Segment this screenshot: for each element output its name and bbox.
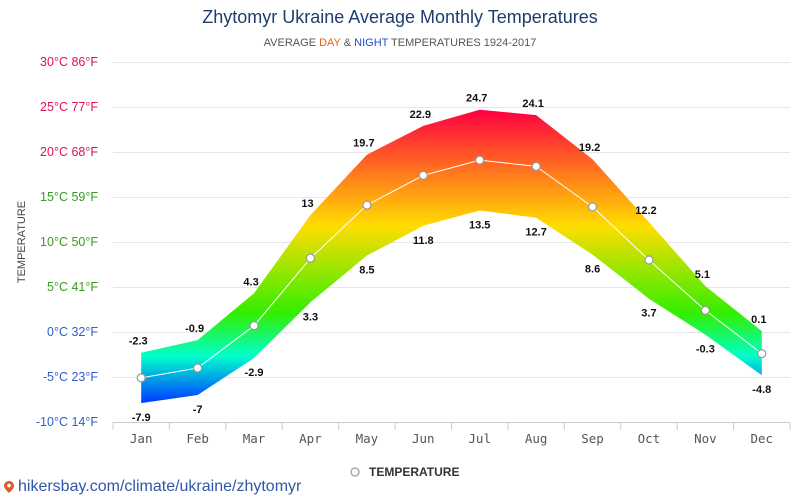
data-labels: -2.3 -0.9 4.3 13 19.7 22.9 24.7 24.1 19.2 12.2 5.1…: [129, 93, 772, 424]
x-tick-label: Nov: [694, 431, 717, 446]
night-value-label: -2.9: [245, 367, 264, 379]
source-link[interactable]: hikersbay.com/climate/ukraine/zhytomyr: [4, 478, 301, 496]
day-night-band: [141, 109, 762, 404]
x-tick-label: Mar: [243, 431, 266, 446]
x-tick-label: Feb: [186, 431, 209, 446]
temperature-point[interactable]: [305, 253, 316, 263]
map-pin-icon: [4, 481, 14, 493]
y-axis-label: TEMPERATURE: [16, 201, 28, 283]
legend-label: TEMPERATURE: [369, 465, 459, 479]
night-value-label: -7: [193, 404, 203, 416]
x-tick-label: Jul: [468, 431, 491, 446]
night-value-label: 3.7: [641, 308, 656, 320]
day-value-label: -2.3: [129, 336, 148, 348]
y-axis-ticks: 30°C 86°F 25°C 77°F 20°C 68°F 15°C 59°F 10°C…: [36, 55, 98, 429]
legend[interactable]: TEMPERATURE: [350, 465, 459, 479]
source-url: hikersbay.com/climate/ukraine/zhytomyr: [18, 478, 302, 495]
night-value-label: 8.5: [359, 265, 374, 277]
x-tick-label: Jun: [412, 431, 435, 446]
chart-title: Zhytomyr Ukraine Average Monthly Tempera…: [202, 7, 598, 27]
chart-subtitle: AVERAGE DAY & NIGHT TEMPERATURES 1924-20…: [264, 37, 537, 49]
x-tick-label: Jan: [130, 431, 153, 446]
night-value-label: 13.5: [469, 220, 490, 232]
subtitle-night: NIGHT: [354, 37, 389, 49]
subtitle-suffix: TEMPERATURES 1924-2017: [388, 37, 536, 49]
temperature-point[interactable]: [644, 255, 654, 265]
night-value-label: 11.8: [413, 235, 434, 247]
temperature-point[interactable]: [362, 200, 372, 210]
x-tick-label: Aug: [525, 431, 548, 446]
day-value-label: 4.3: [243, 276, 258, 288]
day-value-label: 19.7: [353, 138, 374, 150]
night-value-label: -4.8: [752, 384, 771, 396]
temperature-point[interactable]: [531, 161, 541, 171]
temperature-line: [141, 159, 763, 379]
day-value-label: 12.2: [635, 205, 656, 217]
temperature-points: [136, 155, 767, 383]
x-tick-label: Apr: [299, 431, 322, 446]
subtitle-day: DAY: [319, 37, 341, 49]
night-value-label: -7.9: [132, 412, 151, 424]
day-value-label: 22.9: [410, 109, 431, 121]
temperature-point[interactable]: [757, 349, 767, 359]
legend-marker: [350, 467, 360, 477]
x-tick-label: May: [356, 431, 379, 446]
y-tick-label: 0°C 32°F: [47, 325, 98, 339]
night-value-label: 8.6: [585, 264, 600, 276]
temperature-point[interactable]: [700, 305, 710, 315]
y-tick-label: -5°C 23°F: [43, 370, 99, 384]
day-value-label: 13: [301, 198, 313, 210]
night-value-label: -0.3: [696, 344, 715, 356]
temperature-point[interactable]: [418, 170, 428, 180]
y-tick-label: -10°C 14°F: [36, 415, 98, 429]
subtitle-amp: &: [341, 37, 354, 49]
day-value-label: 24.7: [466, 93, 487, 105]
day-value-label: 0.1: [751, 314, 766, 326]
temperature-point[interactable]: [587, 202, 598, 212]
day-value-label: 5.1: [695, 269, 710, 281]
temperature-point[interactable]: [249, 321, 259, 331]
y-tick-label: 20°C 68°F: [40, 145, 98, 159]
x-tick-label: Dec: [751, 431, 774, 446]
temperature-point[interactable]: [475, 155, 485, 165]
y-tick-label: 15°C 59°F: [40, 190, 98, 204]
y-tick-label: 10°C 50°F: [40, 235, 98, 249]
y-tick-label: 30°C 86°F: [40, 55, 98, 69]
night-value-label: 12.7: [525, 227, 546, 239]
temperature-point[interactable]: [136, 373, 146, 383]
temperature-point[interactable]: [193, 363, 203, 373]
x-axis-ticks: Jan Feb Mar Apr May Jun Jul Aug Sep Oct Nov Dec: [112, 422, 791, 446]
x-tick-label: Sep: [581, 431, 604, 446]
x-tick-label: Oct: [638, 431, 661, 446]
day-value-label: 19.2: [579, 142, 600, 154]
subtitle-prefix: AVERAGE: [264, 37, 319, 49]
y-tick-label: 25°C 77°F: [40, 100, 98, 114]
day-value-label: -0.9: [185, 323, 204, 335]
day-value-label: 24.1: [522, 98, 543, 110]
night-value-label: 3.3: [303, 311, 318, 323]
y-tick-label: 5°C 41°F: [47, 280, 98, 294]
